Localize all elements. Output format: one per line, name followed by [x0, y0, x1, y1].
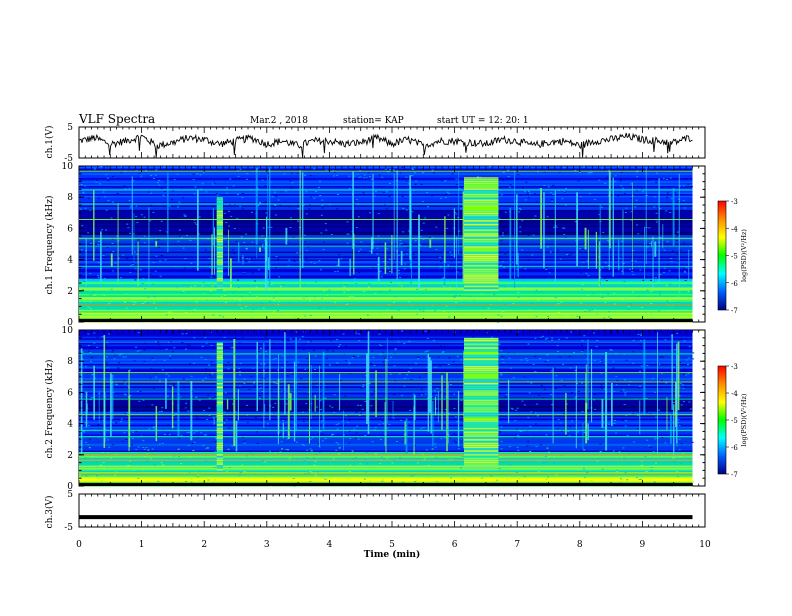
colorbar-1-label: log(PSD)(V²/Hz): [740, 229, 748, 282]
x-tick-4: 4: [327, 540, 333, 550]
ch1-spectrogram-ytick-3: 6: [67, 224, 73, 234]
colorbar-2-tick-0: -3: [731, 363, 738, 371]
station-label: station= KAP: [343, 116, 404, 126]
ch2-spectrogram-ytick-3: 6: [67, 388, 73, 398]
ch1-waveform-ytick-1: -5: [64, 154, 73, 164]
ch2-spectrogram-ylabel: ch.2 Frequency (kHz): [44, 360, 55, 459]
x-tick-3: 3: [264, 540, 270, 550]
ch1-waveform-ylabel: ch.1(V): [44, 126, 55, 159]
ch1-waveform-line: [79, 132, 693, 158]
ch1-waveform-ytick-0: 5: [67, 123, 73, 133]
x-tick-10: 10: [699, 540, 711, 550]
colorbar-1-tick-3: -6: [731, 280, 738, 288]
ch1-spectrogram-ytick-4: 8: [67, 193, 73, 203]
x-tick-0: 0: [76, 540, 82, 550]
start-time-label: start UT = 12: 20: 1: [437, 116, 529, 126]
ch2-spectrogram-ytick-5: 10: [62, 326, 74, 336]
colorbar-1-tick-1: -4: [731, 225, 738, 233]
ch1-spectrogram-ytick-5: 10: [62, 162, 74, 172]
date-label: Mar.2 , 2018: [250, 116, 308, 126]
colorbar-2: [717, 365, 727, 475]
colorbar-2-tick-2: -5: [731, 417, 738, 425]
x-tick-2: 2: [201, 540, 207, 550]
ch2-spectrogram-ytick-4: 8: [67, 357, 73, 367]
colorbar-1-tick-2: -5: [731, 253, 738, 261]
x-tick-6: 6: [452, 540, 458, 550]
colorbar-2-tick-3: -6: [731, 444, 738, 452]
colorbar-1: [717, 200, 727, 311]
x-tick-1: 1: [139, 540, 145, 550]
figure-title: VLF Spectra: [78, 112, 155, 126]
ch2-spectrogram-ytick-1: 2: [67, 451, 73, 461]
ch3-waveform-ylabel: ch.3(V): [44, 496, 55, 529]
ch2-spectrogram-ytick-2: 4: [67, 420, 73, 430]
ch3-waveform-ytick-0: 5: [67, 490, 73, 500]
ch1-spectrogram-ytick-2: 4: [67, 256, 73, 266]
ch1-spectrogram: [79, 166, 693, 323]
x-tick-9: 9: [640, 540, 646, 550]
x-tick-7: 7: [514, 540, 520, 550]
colorbar-1-tick-0: -3: [731, 198, 738, 206]
ch1-spectrogram-ytick-1: 2: [67, 287, 73, 297]
ch1-spectrogram-ylabel: ch.1 Frequency (kHz): [44, 196, 55, 295]
x-axis-label: Time (min): [364, 549, 421, 560]
x-tick-8: 8: [577, 540, 583, 550]
ch2-spectrogram-ytick-0: 0: [67, 482, 73, 492]
ch2-spectrogram: [79, 330, 695, 487]
ch1-spectrogram-ytick-0: 0: [67, 318, 73, 328]
ch3-waveform-ytick-1: -5: [64, 523, 73, 533]
x-tick-5: 5: [389, 540, 395, 550]
colorbar-1-tick-4: -7: [731, 307, 738, 315]
colorbar-2-tick-1: -4: [731, 390, 738, 398]
colorbar-2-label: log(PSD)(V²/Hz): [740, 393, 748, 446]
colorbar-2-tick-4: -7: [731, 471, 738, 479]
